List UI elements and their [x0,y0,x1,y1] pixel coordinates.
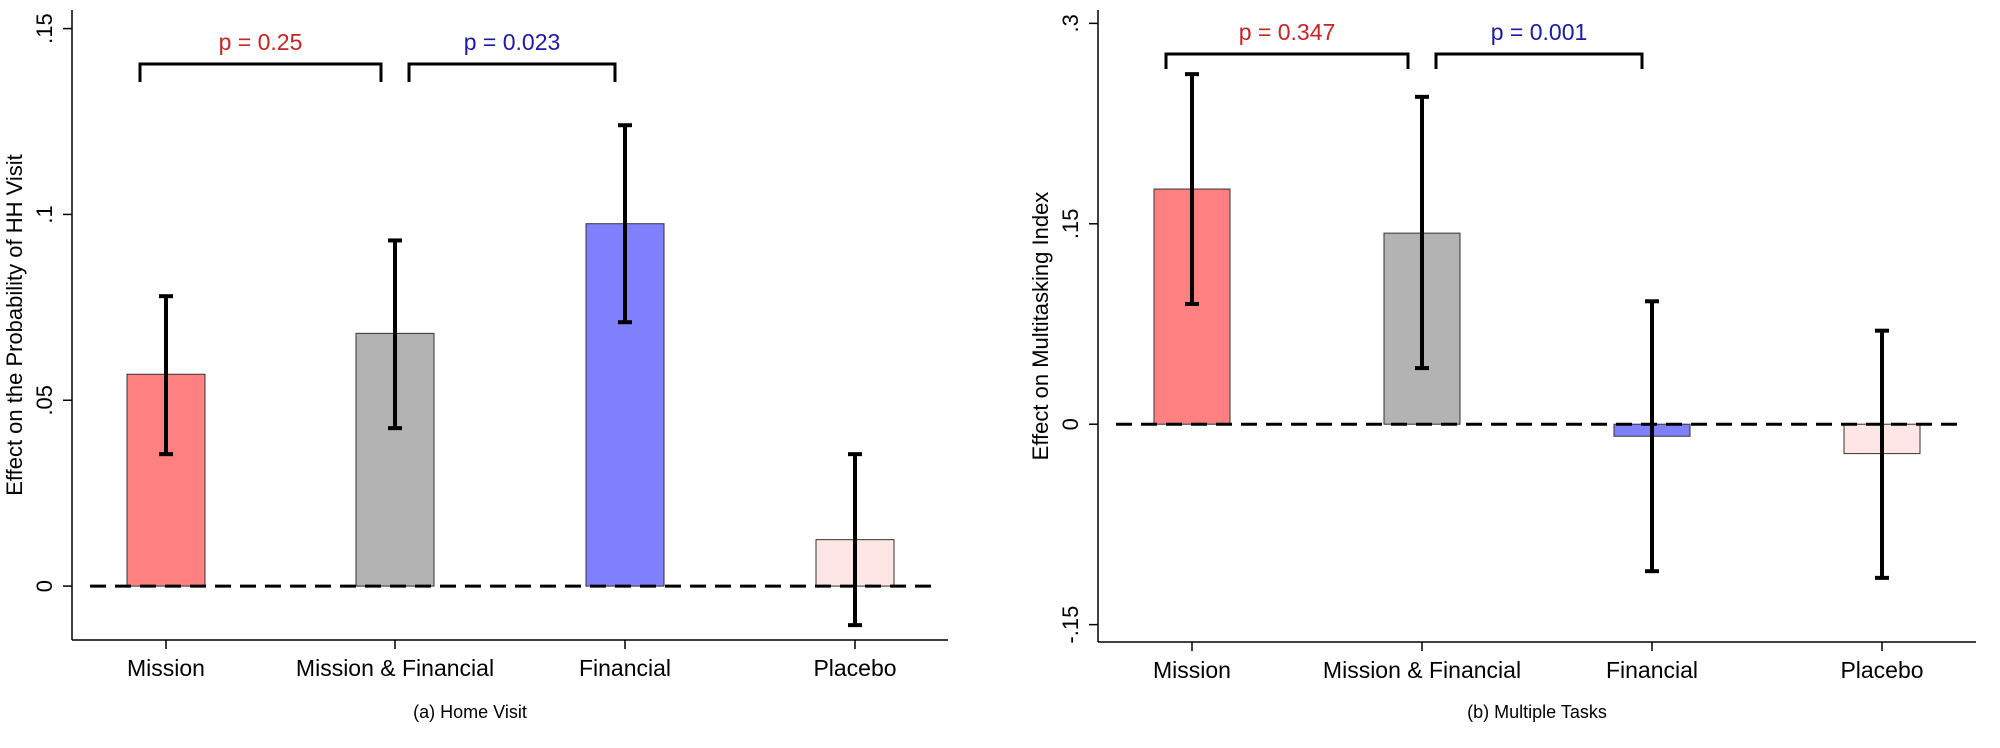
error-bar [1415,94,1429,371]
error-bar [1185,72,1199,306]
p-value-label: p = 0.023 [464,29,561,55]
y-tick-label: .1 [32,205,57,223]
error-bar [159,294,173,457]
x-tick-label: Mission & Financial [1323,657,1521,683]
error-bar [848,452,862,628]
panel-caption: (a) Home Visit [413,702,527,722]
comparison-bracket: p = 0.023 [407,29,617,82]
x-tick-label: Placebo [813,655,896,681]
x-tick-label: Financial [579,655,671,681]
y-tick-label: 0 [1058,418,1083,430]
y-tick-label: .15 [32,13,57,44]
y-tick-label: -.15 [1058,606,1083,644]
bracket-line [1434,52,1644,69]
x-tick-label: Placebo [1840,657,1923,683]
error-bar [1875,328,1889,580]
x-tick-label: Mission & Financial [296,655,494,681]
error-bar [618,123,632,325]
y-tick-label: .05 [32,385,57,416]
y-axis-title: Effect on the Probability of HH Visit [2,154,27,496]
x-tick-label: Mission [127,655,205,681]
y-tick-label: .3 [1058,14,1083,32]
chart-panel-1: 0 .05 .1 .15 Mission Mission & Financial Finan… [2,10,948,722]
comparison-bracket: p = 0.25 [138,29,383,82]
comparison-bracket: p = 0.001 [1434,19,1644,69]
bracket-line [407,62,617,82]
panel-caption: (b) Multiple Tasks [1467,702,1607,722]
p-value-label: p = 0.347 [1239,19,1336,45]
error-bar [388,238,402,431]
p-value-label: p = 0.25 [219,29,303,55]
comparison-bracket: p = 0.347 [1164,19,1410,69]
p-value-label: p = 0.001 [1491,19,1588,45]
x-tick-label: Mission [1153,657,1231,683]
error-bar [1645,299,1659,574]
y-tick-label: .15 [1058,208,1083,239]
x-tick-label: Financial [1606,657,1698,683]
bracket-line [1164,52,1410,69]
y-axis-title: Effect on Multitasking Index [1028,192,1053,461]
bracket-line [138,62,383,82]
chart-panel-2: -.15 0 .15 .3 Mission Mission & Financial Fina… [1028,10,1976,722]
y-tick-label: 0 [32,580,57,592]
